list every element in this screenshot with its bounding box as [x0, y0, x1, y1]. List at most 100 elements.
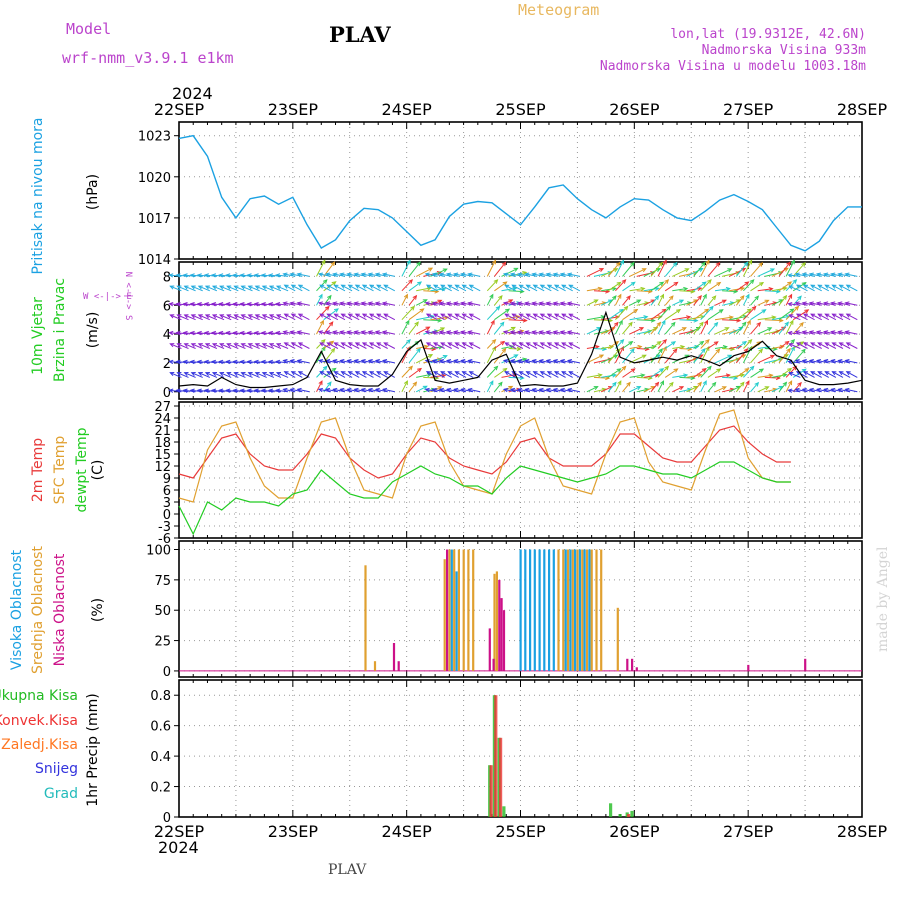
wind-arrow-head — [445, 359, 452, 364]
wind-arrow-head — [190, 285, 196, 290]
wind-arrow-head — [346, 330, 352, 335]
wind-arrow-head — [176, 285, 182, 290]
wind-arrow-head — [414, 321, 419, 327]
wind-arrow-head — [654, 295, 660, 301]
wind-arrow — [401, 366, 413, 378]
wind-arrow — [191, 285, 203, 292]
wind-arrow-head — [522, 357, 528, 362]
wind-arrow-head — [693, 318, 699, 323]
wind-arrow — [284, 342, 296, 349]
wind-arrow-head — [325, 387, 331, 393]
wind-arrow-head — [246, 359, 252, 365]
wind-arrow — [508, 290, 524, 293]
wind-arrow — [810, 313, 822, 321]
wind-arrow-head — [679, 386, 685, 391]
wind-arrow — [785, 279, 797, 292]
mid-cloud-bar — [562, 549, 565, 671]
wind-arrow — [764, 348, 777, 350]
wind-arrow-head — [438, 387, 445, 393]
high-cloud-bar — [578, 549, 581, 671]
wind-arrow — [440, 284, 452, 292]
station-title: PLAV — [329, 22, 391, 47]
wind-arrow-head — [261, 343, 267, 348]
wind-arrow — [742, 320, 751, 335]
wind-arrow — [622, 295, 631, 306]
wind-arrow — [672, 299, 684, 306]
wind-arrow — [197, 361, 210, 364]
wind-arrow — [327, 313, 339, 321]
wind-arrow — [369, 313, 381, 321]
wind-arrow-head — [367, 272, 373, 277]
wind-arrow — [297, 331, 310, 335]
wind-arrow — [789, 343, 801, 349]
wind-arrow — [586, 374, 602, 378]
wind-arrow — [383, 313, 396, 321]
temp-ytick-label: 0 — [163, 508, 171, 523]
wind-arrow — [494, 368, 507, 378]
wind-arrow — [839, 371, 851, 378]
wind-arrow — [686, 299, 698, 306]
sfc-temp-line — [178, 409, 791, 503]
wind-arrow-head — [522, 318, 528, 323]
wind-arrow-head — [795, 313, 801, 318]
wind-arrow — [825, 371, 837, 378]
wind-arrow — [722, 348, 735, 350]
wind-arrow — [547, 313, 559, 321]
wind-arrow — [607, 341, 619, 349]
wind-arrow-head — [608, 344, 615, 350]
wind-arrow — [636, 302, 649, 306]
wind-arrow-head — [702, 380, 707, 386]
wind-arrow-head — [554, 342, 560, 347]
wind-arrow-head — [788, 380, 793, 386]
wind-arrow — [401, 320, 410, 335]
wind-arrow-head — [546, 371, 552, 376]
wind-arrow-head — [559, 359, 565, 364]
high-cloud-bar — [533, 549, 536, 671]
precip-ytick-label: 0.4 — [150, 750, 171, 765]
wind-arrow-head — [417, 281, 423, 286]
wind-arrow — [205, 314, 218, 321]
wind-arrow — [504, 284, 517, 292]
wind-arrow — [269, 343, 282, 349]
conv-precip-bar — [499, 737, 503, 817]
wind-arrow-head — [416, 261, 421, 267]
wind-arrow — [269, 285, 282, 292]
wind-arrow-head — [658, 261, 664, 267]
wind-arrow — [177, 343, 189, 349]
wind-arrow — [622, 309, 638, 321]
wind-arrow — [750, 282, 764, 292]
wind-arrow-head — [226, 343, 232, 348]
wind-arrow-head — [699, 340, 705, 346]
precip-unit: 1hr Precip (mm) — [85, 693, 101, 806]
wind-arrow-head — [561, 342, 567, 347]
wind-arrow-head — [319, 284, 325, 289]
wind-arrow-head — [808, 301, 814, 306]
wind-arrow — [348, 342, 360, 349]
wind-arrow — [241, 314, 253, 321]
wind-arrow-head — [367, 330, 373, 335]
wind-arrow-head — [518, 371, 524, 376]
wind-arrow-head — [621, 279, 627, 284]
wind-arrow-head — [490, 319, 495, 325]
total-precip-bar — [609, 803, 613, 817]
wind-arrow-head — [447, 371, 453, 376]
wind-arrow — [261, 389, 274, 393]
wind-arrow-head — [493, 365, 499, 371]
wind-arrow — [212, 314, 225, 321]
cloud-ytick-label: 100 — [146, 544, 171, 559]
wind-arrow-head — [787, 302, 793, 307]
wind-arrow-head — [511, 313, 517, 318]
wind-arrow — [750, 382, 759, 393]
wind-arrow-head — [831, 284, 837, 289]
wind-arrow — [241, 343, 253, 349]
wind-arrow-head — [282, 272, 288, 277]
wind-arrow-head — [197, 285, 203, 290]
wind-arrow — [707, 322, 718, 335]
wind-arrow-head — [460, 272, 466, 277]
wind-arrow — [785, 306, 799, 321]
wind-arrow-head — [297, 342, 303, 347]
wind-arrow — [219, 372, 232, 378]
wind-arrow-head — [608, 318, 614, 323]
cloud-label-mid: Srednja Oblacnost — [30, 546, 46, 674]
wind-arrow — [447, 313, 460, 321]
